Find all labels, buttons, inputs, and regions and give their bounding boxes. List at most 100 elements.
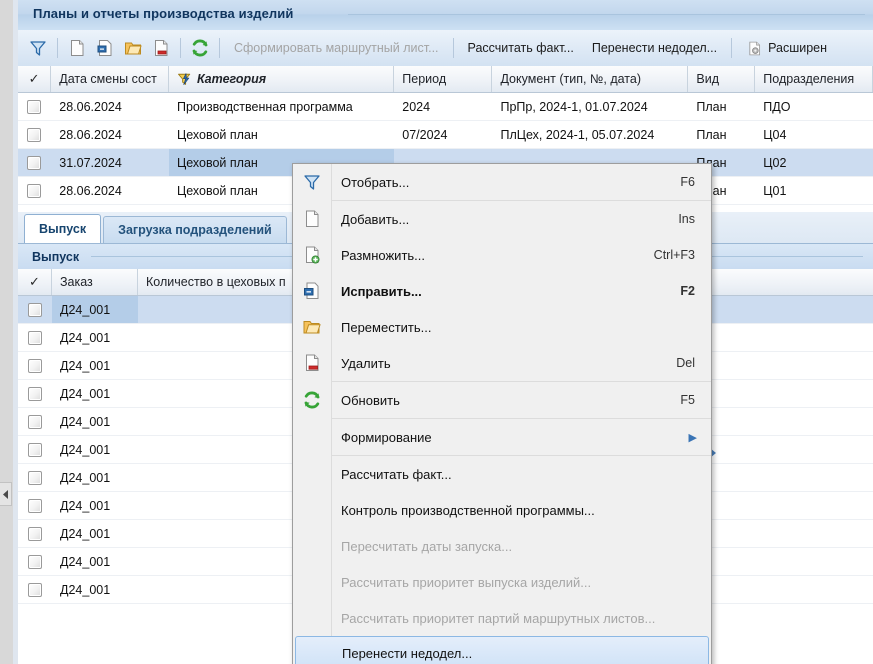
cell-order[interactable]: Д24_001 [60, 414, 111, 429]
menu-item-контроль-производственной-программы[interactable]: Контроль производственной программы... [293, 492, 711, 528]
cell-qty[interactable]: 0 [138, 296, 313, 323]
menu-item-формирование[interactable]: Формирование ▶ [293, 419, 711, 455]
plans-grid-col-date[interactable]: Дата смены сост [51, 66, 169, 92]
cell-qty[interactable]: 0 [138, 352, 313, 379]
panel-collapse-button[interactable] [0, 482, 12, 506]
row-checkbox[interactable] [27, 526, 42, 541]
cell-check[interactable] [18, 548, 52, 575]
row-checkbox[interactable] [27, 554, 42, 569]
menu-item-переместить[interactable]: Переместить... [293, 309, 711, 345]
cell-qty[interactable]: 0 [138, 492, 313, 519]
cell-document[interactable]: ПрПр, 2024-1, 01.07.2024 [500, 99, 648, 114]
output-grid-col-order[interactable]: Заказ [52, 269, 138, 295]
row-checkbox[interactable] [27, 99, 42, 114]
cell-check[interactable] [18, 408, 52, 435]
cell-date[interactable]: 28.06.2024 [59, 127, 122, 142]
menu-item-отобрать[interactable]: Отобрать... F6 [293, 164, 711, 200]
cell-check[interactable] [18, 93, 51, 120]
cell-check[interactable] [18, 464, 52, 491]
row-checkbox[interactable] [27, 127, 42, 142]
select-all-check-icon[interactable]: ✓ [29, 274, 40, 289]
move-folder-icon[interactable] [120, 35, 146, 61]
cell-order[interactable]: Д24_001 [60, 582, 111, 597]
row-checkbox[interactable] [27, 498, 42, 513]
table-row[interactable]: 28.06.2024 Цеховой план 07/2024 ПлЦех, 2024… [18, 121, 873, 149]
cell-category[interactable]: Производственная программа [176, 99, 353, 114]
cell-date[interactable]: 28.06.2024 [59, 99, 122, 114]
cell-order[interactable]: Д24_001 [60, 358, 111, 373]
cell-order[interactable]: Д24_001 [60, 330, 111, 345]
toolbar-button-extended[interactable]: Расширен [737, 35, 836, 61]
menu-item-удалить[interactable]: Удалить Del [293, 345, 711, 381]
cell-check[interactable] [18, 149, 51, 176]
plans-grid-col-document[interactable]: Документ (тип, №, дата) [492, 66, 689, 92]
output-grid-col-check[interactable]: ✓ [18, 269, 52, 295]
cell-check[interactable] [18, 296, 52, 323]
cell-check[interactable] [18, 436, 52, 463]
cell-date[interactable]: 31.07.2024 [59, 155, 122, 170]
cell-qty[interactable]: 0 [138, 380, 313, 407]
cell-date[interactable]: 28.06.2024 [59, 183, 122, 198]
plans-grid-col-kind[interactable]: Вид [688, 66, 756, 92]
filter-icon[interactable] [25, 35, 51, 61]
plans-grid-col-division[interactable]: Подразделения [755, 66, 873, 92]
row-checkbox[interactable] [27, 302, 42, 317]
tab-output[interactable]: Выпуск [24, 214, 102, 243]
cell-order[interactable]: Д24_001 [60, 554, 111, 569]
cell-order[interactable]: Д24_001 [60, 498, 111, 513]
menu-item-добавить[interactable]: Добавить... Ins [293, 201, 711, 237]
cell-period[interactable]: 2024 [402, 99, 431, 114]
toolbar-button-transfer-backlog[interactable]: Перенести недодел... [583, 35, 726, 61]
cell-category[interactable]: Цеховой план [176, 183, 258, 198]
cell-kind[interactable]: План [696, 99, 727, 114]
cell-check[interactable] [18, 177, 51, 204]
cell-order[interactable]: Д24_001 [52, 296, 138, 323]
row-checkbox[interactable] [27, 183, 42, 198]
delete-document-icon[interactable] [148, 35, 174, 61]
cell-qty[interactable]: 0 [138, 548, 313, 575]
row-checkbox[interactable] [27, 155, 42, 170]
cell-division[interactable]: Ц04 [763, 127, 787, 142]
cell-division[interactable]: ПДО [763, 99, 791, 114]
new-document-icon[interactable] [64, 35, 90, 61]
menu-item-рассчитать-факт[interactable]: Рассчитать факт... [293, 456, 711, 492]
cell-division[interactable]: Ц01 [763, 183, 787, 198]
tab-division-load[interactable]: Загрузка подразделений [103, 216, 287, 243]
edit-document-icon[interactable] [92, 35, 118, 61]
row-checkbox[interactable] [27, 330, 42, 345]
cell-check[interactable] [18, 324, 52, 351]
row-checkbox[interactable] [27, 442, 42, 457]
refresh-icon[interactable] [187, 35, 213, 61]
cell-qty[interactable]: 0 [138, 464, 313, 491]
plans-grid-col-check[interactable]: ✓ [18, 66, 52, 92]
table-row[interactable]: 28.06.2024 Производственная программа 2024… [18, 93, 873, 121]
cell-check[interactable] [18, 380, 52, 407]
toolbar-button-route-sheet[interactable]: Сформировать маршрутный лист... [225, 35, 448, 61]
cell-kind[interactable]: План [696, 127, 727, 142]
menu-item-обновить[interactable]: Обновить F5 [293, 382, 711, 418]
cell-check[interactable] [18, 520, 52, 547]
toolbar-button-calc-fact[interactable]: Рассчитать факт... [459, 35, 583, 61]
cell-order[interactable]: Д24_001 [60, 526, 111, 541]
cell-document[interactable]: ПлЦех, 2024-1, 05.07.2024 [500, 127, 655, 142]
cell-qty[interactable]: 0 [138, 436, 313, 463]
menu-item-перенести-недодел[interactable]: Перенести недодел... [295, 636, 709, 664]
cell-division[interactable]: Ц02 [763, 155, 787, 170]
cell-check[interactable] [18, 492, 52, 519]
cell-category[interactable]: Цеховой план [176, 127, 258, 142]
cell-order[interactable]: Д24_001 [60, 442, 111, 457]
cell-qty[interactable]: 0 [138, 520, 313, 547]
cell-check[interactable] [18, 576, 52, 603]
row-checkbox[interactable] [27, 358, 42, 373]
plans-grid-col-period[interactable]: Период [394, 66, 493, 92]
row-checkbox[interactable] [27, 386, 42, 401]
cell-qty[interactable]: 0 [138, 324, 313, 351]
cell-order[interactable]: Д24_001 [60, 386, 111, 401]
cell-order[interactable]: Д24_001 [60, 470, 111, 485]
cell-check[interactable] [18, 121, 51, 148]
row-checkbox[interactable] [27, 414, 42, 429]
row-checkbox[interactable] [27, 582, 42, 597]
plans-grid-col-category[interactable]: Категория [169, 66, 395, 92]
select-all-check-icon[interactable]: ✓ [28, 71, 40, 86]
cell-check[interactable] [18, 352, 52, 379]
